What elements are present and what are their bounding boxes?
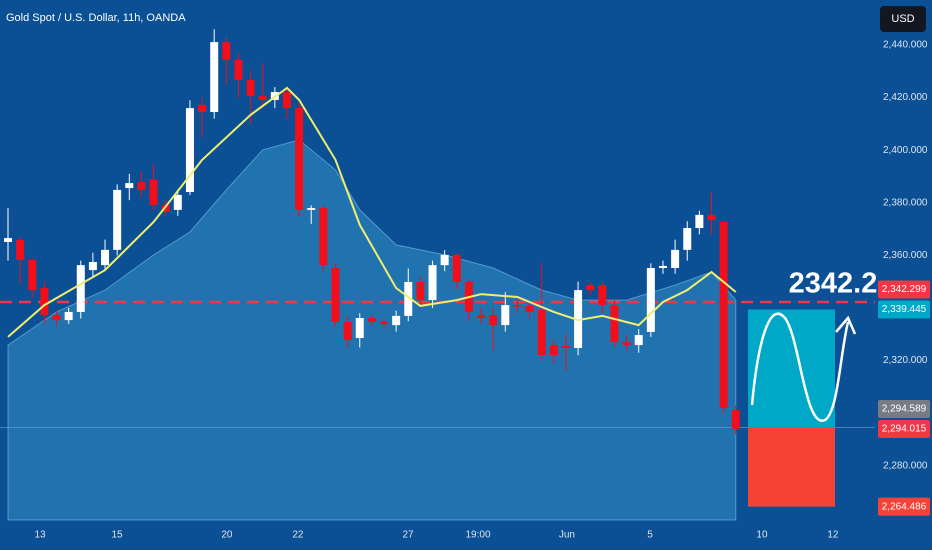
candle-body xyxy=(137,182,146,190)
candle-body xyxy=(513,305,522,307)
price-tag-label: 2,342.299 xyxy=(882,284,927,295)
y-tick-label: 2,440.000 xyxy=(883,40,928,51)
x-tick-label: 22 xyxy=(292,530,304,541)
price-tag xyxy=(878,399,930,418)
candle-body xyxy=(501,305,510,326)
x-tick-label: 5 xyxy=(647,530,653,541)
y-tick-label: 2,280.000 xyxy=(883,460,928,471)
candle-body xyxy=(210,42,219,113)
candle-body xyxy=(416,281,425,301)
x-tick-label: 20 xyxy=(221,530,233,541)
candle-body xyxy=(52,315,61,321)
y-tick-label: 2,380.000 xyxy=(883,197,928,208)
candle-body xyxy=(40,288,49,316)
candle-body xyxy=(113,189,122,250)
area-overlay xyxy=(7,139,737,521)
candle-body xyxy=(307,208,316,210)
candle-body xyxy=(185,108,194,193)
price-tag-label: 2,264.486 xyxy=(882,501,927,512)
candle-body xyxy=(671,249,680,269)
price-tag xyxy=(878,419,930,438)
candle-body xyxy=(295,108,304,210)
y-tick-label: 2,360.000 xyxy=(883,250,928,261)
candle-body xyxy=(598,285,607,306)
price-tag-label: 2,294.589 xyxy=(882,404,927,415)
price-tag-label: 2,294.015 xyxy=(882,424,927,435)
candle-body xyxy=(367,317,376,322)
candle-body xyxy=(610,305,619,342)
x-tick-label: 19:00 xyxy=(465,530,490,541)
candle-body xyxy=(101,249,110,266)
candle-body xyxy=(695,214,704,229)
candle-body xyxy=(380,321,389,325)
candle-body xyxy=(707,214,716,220)
price-tag xyxy=(878,497,930,516)
candle-body xyxy=(125,183,134,189)
candle-body xyxy=(319,208,328,266)
target-box xyxy=(748,309,835,428)
candle-body xyxy=(646,268,655,332)
projection-curve xyxy=(750,312,850,422)
candle-body xyxy=(622,341,631,346)
x-tick-label: 10 xyxy=(756,530,768,541)
y-tick-label: 2,420.000 xyxy=(883,92,928,103)
projection-arrow xyxy=(835,315,857,335)
candle-body xyxy=(258,96,267,100)
candle-body xyxy=(28,259,37,291)
candle-body xyxy=(561,346,570,348)
x-tick-label: Jun xyxy=(559,530,575,541)
candle-body xyxy=(282,92,291,109)
candle-body xyxy=(404,281,413,316)
price-tag xyxy=(878,280,930,299)
candle-body xyxy=(88,261,97,271)
price-tag-label: 2,339.445 xyxy=(882,304,927,315)
candle-body xyxy=(440,254,449,266)
candle-body xyxy=(489,315,498,326)
y-tick-label: 2,320.000 xyxy=(883,355,928,366)
x-tick-label: 15 xyxy=(111,530,123,541)
candle-body xyxy=(477,315,486,318)
candle-body xyxy=(234,59,243,80)
x-tick-label: 27 xyxy=(402,530,414,541)
x-tick-label: 13 xyxy=(34,530,46,541)
candle-body xyxy=(549,345,558,356)
candle-body xyxy=(173,194,182,210)
candle-body xyxy=(76,265,85,312)
x-tick-label: 12 xyxy=(827,530,839,541)
candle-body xyxy=(355,317,364,338)
candle-body xyxy=(149,179,158,205)
plot xyxy=(0,29,875,521)
candle-body xyxy=(198,104,207,113)
candle-body xyxy=(16,239,25,260)
candle-body xyxy=(331,268,340,322)
price-tag xyxy=(878,300,930,319)
candle-body xyxy=(392,315,401,326)
currency-button[interactable] xyxy=(880,6,926,32)
chart-title: Gold Spot / U.S. Dollar, 11h, OANDA xyxy=(6,12,186,24)
candle-body xyxy=(64,311,73,321)
candle-body xyxy=(634,335,643,346)
candle-body xyxy=(343,321,352,341)
candle-body xyxy=(4,238,13,242)
candle-body xyxy=(222,42,231,60)
candle-body xyxy=(683,228,692,250)
candle-body xyxy=(719,221,728,408)
candle-body xyxy=(537,310,546,356)
candle-body xyxy=(428,265,437,301)
candle-body xyxy=(246,79,255,97)
candle-body xyxy=(731,410,740,429)
candle-body xyxy=(525,305,534,312)
candle-body xyxy=(586,285,595,291)
currency-label[interactable]: USD xyxy=(891,13,914,25)
annotation: 2342.2 xyxy=(789,268,878,300)
candle-body xyxy=(452,254,461,282)
candle-body xyxy=(161,204,170,212)
y-tick-label: 2,400.000 xyxy=(883,145,928,156)
stop-box xyxy=(748,427,835,507)
candle-body xyxy=(658,265,667,269)
moving-average xyxy=(7,86,737,338)
